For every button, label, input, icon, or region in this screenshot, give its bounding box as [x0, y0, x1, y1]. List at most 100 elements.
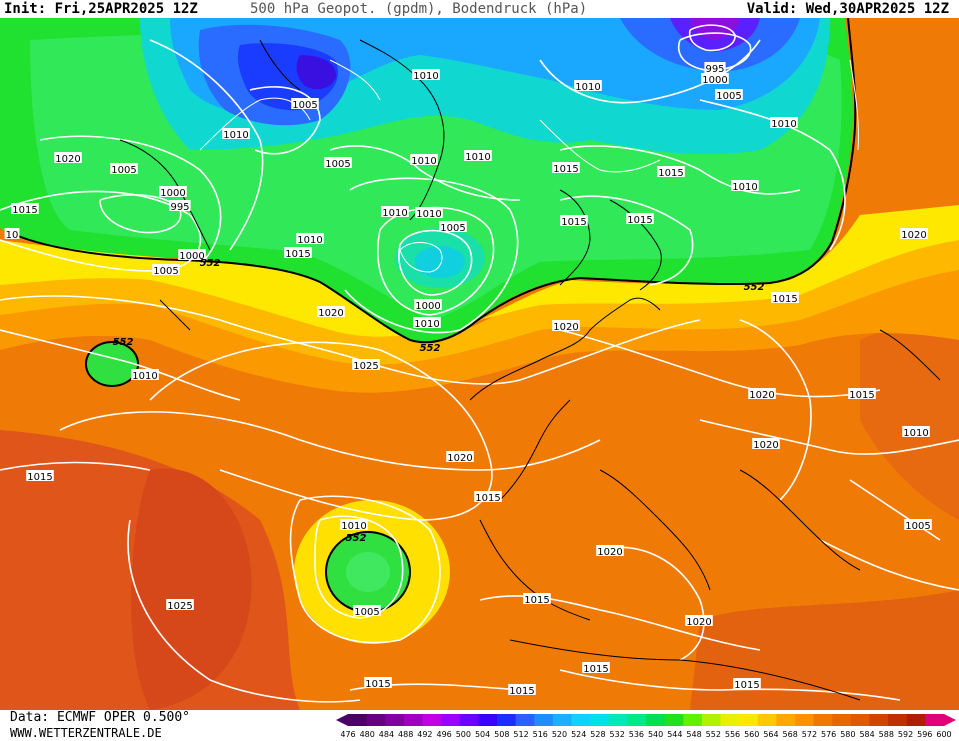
color-scale-cell — [403, 714, 423, 726]
isobar-label: 1000 — [702, 75, 727, 86]
color-scale-tick-label: 556 — [725, 730, 740, 739]
isobar-label: 1015 — [509, 686, 534, 697]
color-scale-cell — [869, 714, 889, 726]
isobar-label-bg — [771, 292, 799, 303]
cutoff-low-inner — [346, 552, 390, 592]
color-scale-cell — [683, 714, 703, 726]
color-scale-cell — [627, 714, 647, 726]
isobar-label: 1010 — [416, 209, 441, 220]
contour-552-north — [17, 18, 857, 344]
color-scale-tick-label: 544 — [667, 730, 682, 739]
color-scale-tick-label: 580 — [840, 730, 855, 739]
isobar-label-bg — [596, 545, 624, 556]
color-scale-tick-label: 548 — [686, 730, 701, 739]
color-scale-cell — [757, 714, 777, 726]
color-scale-cell — [664, 714, 684, 726]
isobar-label-bg — [415, 207, 443, 218]
isobar-label-bg — [324, 157, 352, 168]
isobar-label-bg — [178, 249, 206, 260]
color-scale-tick-label: 492 — [417, 730, 432, 739]
green-cell-west — [85, 341, 139, 387]
color-scale-cell — [478, 714, 498, 726]
color-scale-tick-label: 572 — [802, 730, 817, 739]
isobar-label: 1015 — [27, 472, 52, 483]
color-scale-tick-label: 528 — [590, 730, 605, 739]
isobar-label-bg — [26, 470, 54, 481]
isobar-label: 1015 — [12, 205, 37, 216]
color-scale-ticks: 476 480 484 488 492 496 500 504 508 512 516 520 524 5… — [340, 730, 951, 739]
isobar-label: 1015 — [658, 168, 683, 179]
contour-552-label: 552 — [346, 533, 367, 544]
isobar-label-bg — [552, 162, 580, 173]
isobar-label: 1025 — [167, 601, 192, 612]
isobar-label-bg — [412, 69, 440, 80]
isobar-label: 1005 — [716, 91, 741, 102]
color-scale-tick-label: 536 — [629, 730, 644, 739]
isobar-label-bg — [291, 98, 319, 109]
color-scale-tick-label: 504 — [475, 730, 490, 739]
isobar-label-bg — [752, 438, 780, 449]
isobar-label: 1015 — [553, 164, 578, 175]
footer-bar: Data: ECMWF OPER 0.500° WWW.WETTERZENTRA… — [0, 710, 959, 741]
website-url: WWW.WETTERZENTRALE.DE — [10, 726, 162, 740]
isobar-label: 1020 — [447, 453, 472, 464]
isobar-label: 1015 — [772, 294, 797, 305]
isobar-lines — [0, 24, 959, 703]
isobar-label: 995 — [705, 64, 724, 75]
isobar-label-bg — [733, 678, 761, 689]
isobar-label: 1015 — [627, 215, 652, 226]
isobar-label: 1010 — [413, 71, 438, 82]
isobar-label-bg — [4, 228, 20, 239]
isobar-label-bg — [657, 166, 685, 177]
isobar-label: 1025 — [353, 361, 378, 372]
isobar-label-bg — [904, 519, 932, 530]
isobar-label-bg — [222, 128, 250, 139]
color-scale-cell — [795, 714, 815, 726]
isobar-label-bg — [410, 154, 438, 165]
isobar-label-bg — [353, 605, 381, 616]
isobar-label: 1020 — [55, 154, 80, 165]
isobar-label: 1010 — [732, 182, 757, 193]
color-scale-cell — [813, 714, 833, 726]
contour-552-label: 552 — [113, 337, 134, 348]
color-scale-cell — [497, 714, 517, 726]
isobar-label: 1015 — [524, 595, 549, 606]
isobar-label-bg — [560, 215, 588, 226]
isobar-label: 1010 — [297, 235, 322, 246]
color-scale-cell — [366, 714, 386, 726]
isobar-label-bg — [731, 180, 759, 191]
isobar-label-bg — [110, 163, 138, 174]
color-scale-tick-label: 500 — [456, 730, 471, 739]
isobar-label-bg — [284, 247, 312, 258]
color-scale-tick-label: 568 — [783, 730, 798, 739]
isobar-label-bg — [508, 684, 536, 695]
isobar-label: 1010 — [411, 156, 436, 167]
color-scale-tick-label: 560 — [744, 730, 759, 739]
color-scale-tick-label: 488 — [398, 730, 413, 739]
isobar-label-bg — [439, 221, 467, 232]
isobar-label-bg — [685, 615, 713, 626]
contour-552-labels: 552 552 552 552 552 — [113, 258, 765, 544]
color-scale-tick-label: 484 — [379, 730, 394, 739]
color-scale-cell — [441, 714, 461, 726]
cyan-core-iceland — [415, 246, 465, 278]
color-scale-tick-label: 520 — [552, 730, 567, 739]
isobar-label: 1005 — [354, 607, 379, 618]
isobar-label: 1015 — [734, 680, 759, 691]
isobar-label: 1000 — [160, 188, 185, 199]
isobar-label: 1015 — [849, 390, 874, 401]
isobar-label-bg — [54, 152, 82, 163]
color-scale-tick-label: 512 — [513, 730, 528, 739]
color-scale-tick-label: 516 — [533, 730, 548, 739]
color-scale-cell — [832, 714, 852, 726]
violet-core-northwest — [296, 55, 337, 90]
isobar-label-bg — [414, 299, 442, 310]
isobar-label: 1010 — [465, 152, 490, 163]
color-scale-tick-label: 600 — [936, 730, 951, 739]
orange-band — [0, 215, 959, 393]
init-time-label: Init: Fri,25APR2025 12Z — [4, 1, 198, 17]
isobar-label-bg — [159, 186, 187, 197]
color-scale-cell — [515, 714, 535, 726]
color-scale-tick-label: 564 — [763, 730, 778, 739]
color-scale-right-arrow — [944, 714, 956, 726]
